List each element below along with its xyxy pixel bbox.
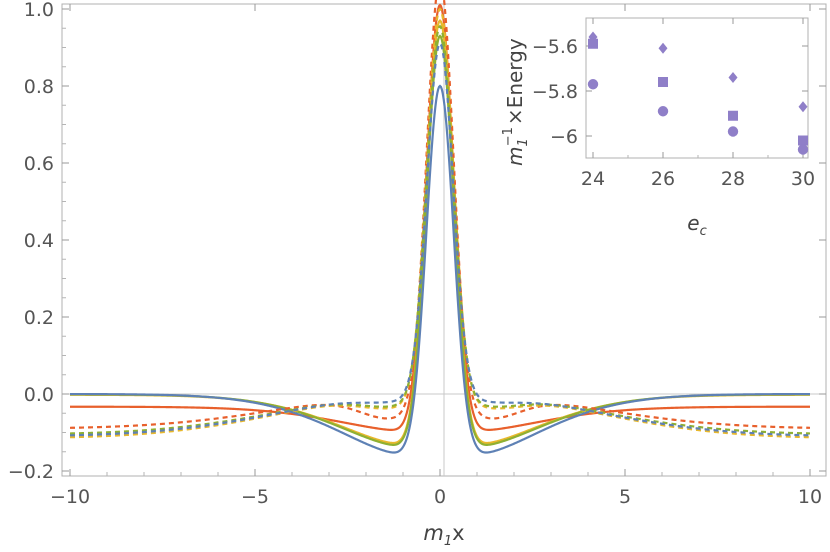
inset-x-axis-label: ec [687,211,706,239]
main-x-tick-label: 5 [619,486,631,508]
inset-point-diamond [728,72,738,83]
inset-points [587,31,809,155]
inset-point-circle [657,106,669,117]
main-x-tick-label: −5 [241,486,269,508]
inset-point-square [728,110,738,121]
series-line-blue-solid [70,84,810,454]
inset-y-axis-label: m1−1 ×Energy [501,38,531,166]
inset-xlabel-sub: c [700,224,707,239]
inset-point-square [658,77,668,87]
main-y-tick-label: 0.2 [24,307,54,329]
main-y-tick-label: 0.4 [24,230,54,252]
inset-point-square [588,38,598,49]
inset-ylabel-tail: ×Energy [503,38,527,125]
series-line-orange-solid [70,3,810,431]
main-x-tick-label: −10 [50,486,90,508]
main-series [69,0,811,454]
inset-ticks: 24 26 28 30 −5.6 −5.8 −6 [532,18,815,190]
main-xlabel-tail: x [452,521,464,545]
inset-point-circle [587,79,599,90]
inset-y-tick-label: −5.6 [532,36,578,58]
inset-xlabel-main: e [687,211,699,235]
main-ticks: −10 −5 0 5 10 −0.2 0.0 0.2 0.4 0.6 0.8 1.0 [8,0,826,508]
inset-point-diamond [658,42,668,54]
main-y-tick-label: 0.0 [24,384,54,406]
inset-background [586,18,808,158]
main-y-tick-label: −0.2 [8,461,54,483]
series-line-yellow-dashed [69,7,811,439]
main-xlabel-sub: 1 [444,534,452,549]
inset-y-tick-label: −5.8 [532,81,578,103]
main-y-tick-label: 0.6 [24,153,54,175]
main-x-tick-label: 10 [798,486,822,508]
inset-y-tick-label: −6 [550,126,578,148]
inset-x-tick-label: 24 [581,168,605,190]
inset-ylabel-sup: −1 [501,127,516,146]
main-y-tick-label: 1.0 [24,0,54,21]
inset-point-circle [727,126,739,137]
main-y-tick-label: 0.8 [24,76,54,98]
inset-x-tick-label: 26 [651,168,675,190]
main-x-tick-label: 0 [434,486,446,508]
inset-point-square [798,135,808,146]
inset-point-circle [797,144,809,155]
inset-x-tick-label: 28 [721,168,745,190]
main-xlabel-main: m [423,521,443,545]
inset-ylabel-sub: 1 [516,138,531,146]
inset-ylabel-main: m [503,147,527,166]
series-line-green-dashed [69,24,811,435]
inset-point-diamond [798,101,808,113]
inset-frame [585,17,809,159]
inset-x-tick-label: 30 [791,168,815,190]
main-x-axis-label: m1x [423,521,464,549]
